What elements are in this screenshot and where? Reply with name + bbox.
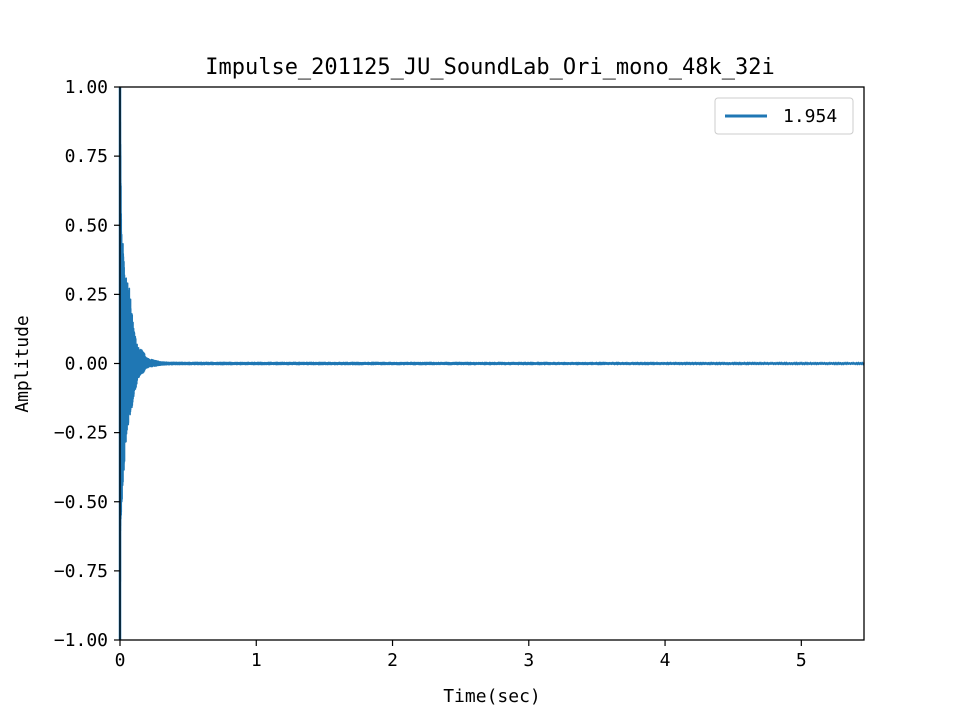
x-tick-label: 5: [796, 650, 807, 671]
x-tick-label: 0: [115, 650, 126, 671]
y-tick-label: 0.50: [65, 215, 108, 236]
y-tick-label: −0.50: [54, 492, 108, 513]
x-axis-ticks: 0 1 2 3 4 5: [115, 640, 807, 671]
legend-entry-label: 1.954: [783, 106, 837, 127]
x-axis-label: Time(sec): [443, 686, 541, 707]
y-tick-label: −1.00: [54, 630, 108, 651]
y-tick-label: −0.75: [54, 561, 108, 582]
y-tick-label: 0.75: [65, 146, 108, 167]
y-tick-label: −0.25: [54, 423, 108, 444]
chart-title: Impulse_201125_JU_SoundLab_Ori_mono_48k_…: [205, 55, 775, 80]
x-tick-label: 1: [251, 650, 262, 671]
x-tick-label: 4: [660, 650, 671, 671]
y-axis-label: Amplitude: [12, 315, 33, 413]
y-tick-label: 0.00: [65, 354, 108, 375]
y-tick-label: 1.00: [65, 77, 108, 98]
legend-box: [714, 97, 854, 135]
x-tick-label: 3: [523, 650, 534, 671]
y-axis-ticks: −1.00 −0.75 −0.50 −0.25 0.00 0.25 0.50 0.75 1.00: [54, 77, 120, 651]
legend: 1.954: [714, 97, 854, 135]
x-tick-label: 2: [387, 650, 398, 671]
series-line-1-954: [119, 98, 865, 633]
y-tick-label: 0.25: [65, 284, 108, 305]
